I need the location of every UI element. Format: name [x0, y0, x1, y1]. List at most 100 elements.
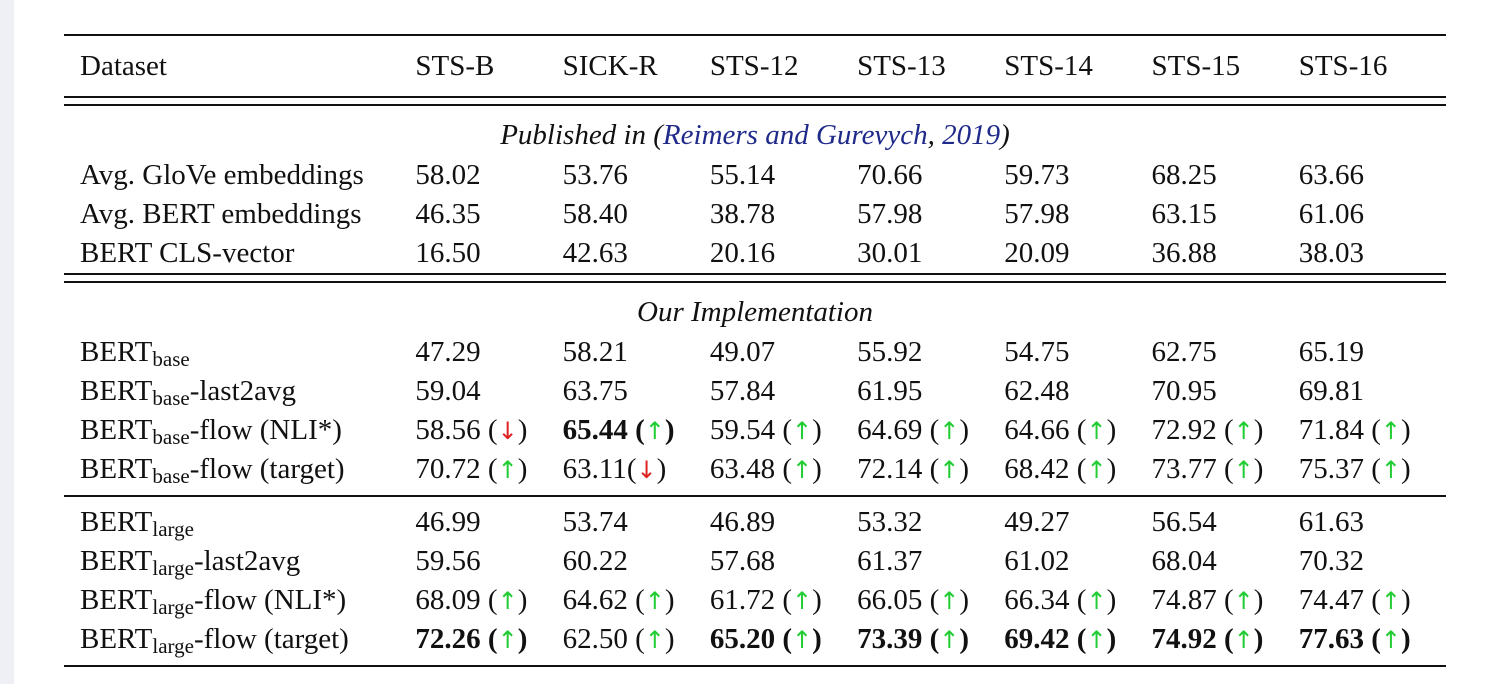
up-arrow-icon: ↑ — [1380, 456, 1401, 484]
close-paren: ) — [959, 414, 970, 446]
double-rule — [64, 96, 1446, 106]
model-size: base — [152, 464, 190, 488]
arrow-separator — [1217, 453, 1224, 485]
model-size: base — [152, 386, 190, 410]
open-paren: ( — [1076, 623, 1087, 655]
table-cell: 57.68 — [710, 542, 857, 581]
table-cell: 58.56 (↓) — [415, 411, 562, 450]
up-arrow-icon: ↑ — [497, 456, 518, 484]
table-cell: 71.84 (↑) — [1299, 411, 1446, 450]
cell-value: 57.84 — [709, 375, 776, 407]
cell-value: 60.22 — [562, 545, 628, 577]
arrow-separator — [1070, 453, 1077, 485]
table-row: BERTbase-flow (NLI*) 58.56 (↓) 65.44 (↑) 59… — [64, 411, 1446, 450]
up-arrow-icon: ↑ — [497, 626, 518, 654]
table-cell: 65.44 (↑) — [563, 411, 710, 450]
open-paren: ( — [635, 584, 645, 616]
model-suffix: -flow (target) — [193, 623, 349, 655]
citation-link[interactable]: Reimers and Gurevych — [662, 119, 928, 151]
cell-value: 62.75 — [1151, 336, 1217, 368]
table-cell: 46.89 — [710, 503, 857, 542]
open-paren: ( — [1224, 453, 1234, 485]
arrow-separator — [1217, 623, 1224, 655]
cell-value: 61.37 — [857, 545, 923, 577]
arrow-separator — [922, 584, 929, 616]
cell-value: 74.87 — [1151, 584, 1217, 616]
up-arrow-icon: ↑ — [1233, 626, 1254, 654]
up-arrow-icon: ↑ — [939, 456, 960, 484]
open-paren: ( — [487, 584, 498, 616]
arrow-separator — [481, 414, 488, 446]
table-cell: 59.73 — [1004, 159, 1070, 191]
row-label: Avg. GloVe embeddings — [80, 159, 364, 191]
table-cell: 68.09 (↑) — [415, 581, 562, 620]
model-suffix: -flow (target) — [189, 453, 345, 485]
change-indicator: (↑) — [1070, 414, 1116, 446]
citation-year[interactable]: 2019 — [942, 119, 1001, 151]
table-cell: 61.06 — [1298, 198, 1364, 230]
up-arrow-icon: ↑ — [1086, 587, 1107, 615]
close-paren: ) — [517, 414, 528, 446]
open-paren: ( — [929, 453, 940, 485]
open-paren: ( — [782, 414, 793, 446]
row-label: BERT CLS-vector — [80, 237, 295, 269]
model-size: base — [152, 347, 190, 371]
table-cell: 69.42 (↑) — [1004, 620, 1151, 659]
table-cell: 49.07 — [710, 333, 857, 372]
table-row: BERTbase-flow (target) 70.72 (↑) 63.11(↓) 6… — [64, 450, 1446, 489]
up-arrow-icon: ↑ — [1086, 456, 1107, 484]
results-table: Dataset STS-B SICK-R STS-12 STS-13 STS-1… — [64, 34, 1446, 668]
table-cell: 75.37 (↑) — [1299, 450, 1446, 489]
row-label: BERTlarge-flow (NLI*) — [64, 581, 415, 620]
table-cell: 46.99 — [415, 503, 562, 542]
table-cell: 61.63 — [1299, 503, 1446, 542]
change-indicator: (↑) — [481, 584, 527, 616]
table-cell: 61.95 — [857, 372, 1004, 411]
change-indicator: (↑) — [1070, 453, 1116, 485]
cell-value: 62.48 — [1004, 375, 1070, 407]
cell-value: 47.29 — [415, 336, 481, 368]
table-cell: 70.66 — [857, 159, 923, 191]
table-cell: 65.19 — [1299, 333, 1446, 372]
close-paren: ) — [1401, 453, 1411, 485]
spacer — [64, 659, 1446, 666]
row-label: BERTlarge-last2avg — [64, 542, 415, 581]
table-cell: 72.92 (↑) — [1152, 411, 1299, 450]
cell-value: 65.19 — [1298, 336, 1364, 368]
table-cell: 53.76 — [562, 159, 628, 191]
dataset-header: Dataset — [80, 49, 167, 82]
table-row: Avg. BERT embeddings 46.35 58.40 38.78 57.98… — [64, 195, 1446, 234]
open-paren: ( — [1371, 584, 1381, 616]
table-cell: 59.04 — [415, 372, 562, 411]
open-paren: ( — [1224, 623, 1234, 655]
cell-value: 69.42 — [1004, 623, 1070, 655]
up-arrow-icon: ↑ — [792, 587, 813, 615]
model-size: large — [152, 517, 194, 541]
model-name: BERT — [80, 623, 153, 655]
change-indicator: (↑) — [1070, 584, 1116, 616]
close-paren: ) — [1253, 453, 1264, 485]
close-paren: ) — [1253, 414, 1264, 446]
cell-value: 49.07 — [709, 336, 776, 368]
up-arrow-icon: ↑ — [792, 417, 813, 445]
model-name: BERT — [80, 545, 153, 577]
cell-value: 46.99 — [415, 506, 481, 538]
cell-value: 77.63 — [1298, 623, 1364, 655]
cell-value: 75.37 — [1298, 453, 1364, 485]
up-arrow-icon: ↑ — [792, 456, 813, 484]
up-arrow-icon: ↑ — [792, 626, 813, 654]
cell-value: 71.84 — [1298, 414, 1364, 446]
close-paren: ) — [959, 623, 970, 655]
table-row: BERTlarge 46.99 53.74 46.89 53.32 49.27 56.54 6… — [64, 503, 1446, 542]
cell-value: 70.95 — [1151, 375, 1217, 407]
change-indicator: (↑) — [628, 623, 674, 655]
model-suffix: -flow (NLI*) — [193, 584, 347, 616]
col-header: STS-B — [415, 49, 495, 82]
table-cell: 68.42 (↑) — [1004, 450, 1151, 489]
change-indicator: (↑) — [922, 453, 969, 485]
table-cell: 59.54 (↑) — [710, 411, 857, 450]
table-cell: 53.74 — [563, 503, 710, 542]
table-cell: 63.48 (↑) — [710, 450, 857, 489]
table-cell: 16.50 — [415, 237, 481, 269]
cell-value: 61.63 — [1298, 506, 1364, 538]
